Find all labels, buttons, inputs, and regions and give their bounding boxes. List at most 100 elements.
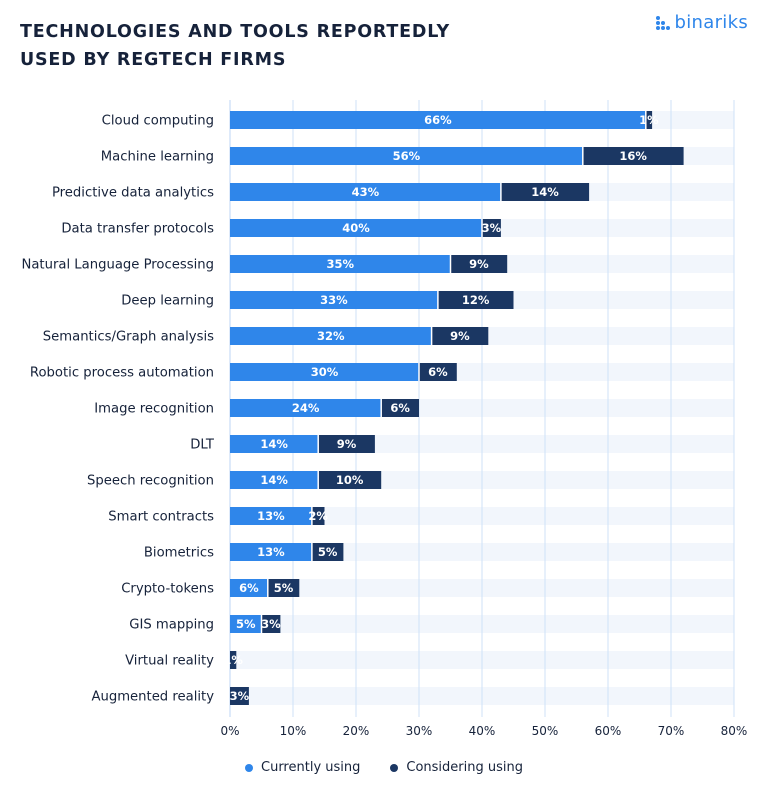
bar-considering <box>381 399 419 417</box>
bar-considering <box>419 363 457 381</box>
bar-value-label: 35% <box>326 257 354 271</box>
bar-value-label: 1% <box>223 653 243 667</box>
bar-currently <box>230 183 501 201</box>
bar-value-label: 14% <box>531 185 559 199</box>
legend-label-considering: Considering using <box>406 760 523 775</box>
chart-title-line-2: USED BY REGTECH FIRMS <box>20 50 287 70</box>
category-label: Smart contracts <box>108 510 214 525</box>
category-label: Image recognition <box>94 402 214 417</box>
bar-value-label: 3% <box>482 221 502 235</box>
bar-currently <box>230 291 438 309</box>
bar-considering <box>437 291 514 309</box>
bar-considering <box>482 219 501 237</box>
x-tick-label: 0% <box>220 724 239 738</box>
bar-value-label: 6% <box>428 365 448 379</box>
bar-currently <box>230 543 312 561</box>
logo-dots-icon <box>655 15 670 30</box>
bar-value-label: 1% <box>639 113 659 127</box>
bar-currently <box>230 507 312 525</box>
bar-currently <box>230 579 268 597</box>
bar-value-label: 9% <box>450 329 470 343</box>
bar-value-label: 9% <box>337 437 357 451</box>
category-label: Predictive data analytics <box>52 186 214 201</box>
category-label: Cloud computing <box>102 114 214 129</box>
bar-currently <box>230 399 382 417</box>
bar-value-label: 43% <box>352 185 380 199</box>
bar-currently <box>230 111 646 129</box>
chart-title: TECHNOLOGIES AND TOOLS REPORTEDLY USED B… <box>20 18 450 74</box>
bar-considering <box>582 147 684 165</box>
chart-legend: Currently using Considering using <box>0 760 768 775</box>
bar-considering <box>431 327 489 345</box>
bar-value-label: 3% <box>230 689 250 703</box>
bar-considering <box>450 255 508 273</box>
category-label: Natural Language Processing <box>21 258 214 273</box>
bar-considering <box>261 615 281 633</box>
category-label: Robotic process automation <box>30 366 214 381</box>
x-tick-label: 50% <box>532 724 559 738</box>
bar-value-label: 16% <box>619 149 647 163</box>
legend-item-considering: Considering using <box>390 760 523 775</box>
bar-value-label: 32% <box>317 329 345 343</box>
legend-label-currently: Currently using <box>261 760 361 775</box>
bar-value-label: 6% <box>239 581 259 595</box>
bar-value-label: 5% <box>274 581 294 595</box>
bar-considering <box>267 579 300 597</box>
bar-value-label: 6% <box>390 401 410 415</box>
bar-considering <box>230 687 249 705</box>
logo-text: binariks <box>674 12 748 33</box>
category-label: Speech recognition <box>87 474 214 489</box>
bar-currently <box>230 147 583 165</box>
legend-dot-currently <box>245 763 253 772</box>
bar-value-label: 5% <box>236 617 256 631</box>
brand-logo: binariks <box>655 12 748 33</box>
bar-value-label: 40% <box>342 221 370 235</box>
x-tick-label: 70% <box>658 724 685 738</box>
bar-currently <box>230 471 319 489</box>
bar-considering <box>500 183 590 201</box>
bar-value-label: 5% <box>318 545 338 559</box>
bar-value-label: 24% <box>292 401 320 415</box>
bar-value-label: 13% <box>257 545 285 559</box>
category-label: GIS mapping <box>129 618 214 633</box>
bar-currently <box>230 363 419 381</box>
category-label: Augmented reality <box>91 690 214 705</box>
bar-considering <box>318 435 375 453</box>
x-tick-label: 60% <box>595 724 622 738</box>
bar-considering <box>311 507 325 525</box>
legend-item-currently: Currently using <box>245 760 360 775</box>
bar-value-label: 33% <box>320 293 348 307</box>
legend-dot-considering <box>390 763 399 772</box>
category-label: Machine learning <box>101 150 214 165</box>
category-label: Biometrics <box>144 546 214 561</box>
x-tick-label: 10% <box>280 724 307 738</box>
bar-value-label: 9% <box>469 257 489 271</box>
chart-title-line-1: TECHNOLOGIES AND TOOLS REPORTEDLY <box>20 22 450 42</box>
bar-considering <box>230 651 237 669</box>
bar-value-label: 12% <box>462 293 490 307</box>
x-tick-label: 40% <box>469 724 496 738</box>
bar-currently <box>230 327 432 345</box>
bar-value-label: 10% <box>336 473 364 487</box>
bar-value-label: 56% <box>393 149 421 163</box>
bar-currently <box>230 435 319 453</box>
category-label: Data transfer protocols <box>61 222 214 237</box>
bar-value-label: 14% <box>260 437 288 451</box>
bar-value-label: 2% <box>308 509 328 523</box>
bar-value-label: 3% <box>261 617 281 631</box>
bar-considering <box>311 543 344 561</box>
x-tick-label: 20% <box>343 724 370 738</box>
category-label: DLT <box>190 438 215 453</box>
bar-value-label: 66% <box>424 113 452 127</box>
category-label: Virtual reality <box>125 654 214 669</box>
bar-currently <box>230 219 482 237</box>
bar-considering <box>645 111 653 129</box>
x-tick-label: 80% <box>721 724 748 738</box>
x-tick-label: 30% <box>406 724 433 738</box>
category-label: Crypto-tokens <box>121 582 214 597</box>
bar-value-label: 14% <box>260 473 288 487</box>
bar-value-label: 30% <box>311 365 339 379</box>
bar-considering <box>318 471 382 489</box>
bar-value-label: 13% <box>257 509 285 523</box>
